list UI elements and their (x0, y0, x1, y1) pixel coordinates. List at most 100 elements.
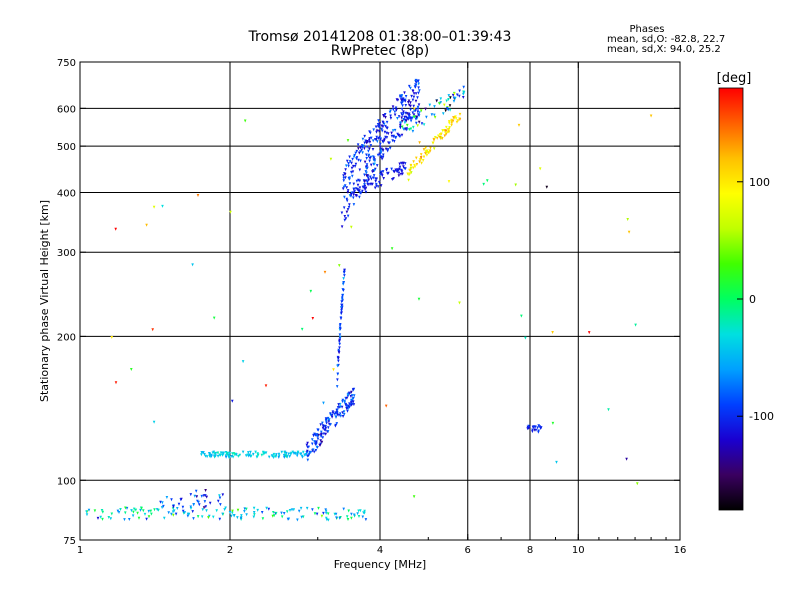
data-point (311, 508, 314, 512)
data-point (380, 127, 383, 131)
data-point (373, 159, 377, 163)
data-point (316, 434, 319, 438)
data-point (338, 342, 341, 346)
data-point (400, 116, 403, 120)
data-point (348, 160, 352, 164)
data-point (396, 117, 399, 120)
data-point (320, 430, 323, 434)
data-point (350, 170, 353, 174)
data-point (587, 331, 591, 335)
data-point (417, 91, 420, 95)
data-point (368, 156, 372, 160)
data-point (363, 179, 367, 183)
data-point (438, 133, 442, 137)
data-point (404, 127, 407, 131)
data-point (240, 514, 243, 518)
data-point (264, 384, 268, 388)
data-point (417, 86, 420, 90)
data-point (536, 426, 539, 430)
data-point (358, 151, 361, 155)
data-point (545, 185, 549, 189)
data-point (649, 114, 653, 118)
data-point (170, 498, 173, 502)
data-point (218, 496, 222, 500)
data-point (517, 123, 521, 127)
x-axis-label: Frequency [MHz] (334, 558, 426, 571)
data-point (428, 149, 431, 153)
data-point (343, 184, 347, 188)
data-point (200, 515, 204, 519)
data-point (397, 115, 401, 119)
data-point (373, 162, 376, 166)
data-point (408, 103, 411, 107)
data-point (302, 450, 305, 454)
data-point (350, 398, 353, 402)
data-point (424, 107, 427, 111)
data-point (200, 451, 203, 454)
data-point (320, 440, 324, 444)
data-point (376, 185, 380, 189)
data-point (332, 368, 335, 372)
data-point (256, 508, 259, 512)
data-point (254, 450, 257, 454)
data-point (338, 346, 341, 350)
data-point (380, 155, 383, 159)
data-point (379, 151, 383, 155)
data-point (125, 506, 129, 510)
data-point (375, 135, 378, 139)
data-point (416, 124, 419, 128)
data-point (192, 503, 195, 506)
data-point (445, 99, 448, 103)
data-point (417, 113, 420, 117)
data-point (371, 148, 375, 151)
data-point (322, 401, 325, 405)
data-point (343, 215, 347, 218)
data-point (181, 505, 185, 509)
data-point (403, 166, 406, 170)
data-point (433, 115, 437, 119)
data-point (341, 411, 344, 415)
data-point (305, 451, 309, 455)
data-point (458, 112, 462, 116)
data-point (337, 403, 340, 407)
data-point (244, 454, 248, 458)
data-point (388, 141, 391, 145)
data-point (351, 157, 354, 161)
data-point (132, 507, 136, 511)
data-point (241, 450, 245, 454)
data-point (394, 135, 398, 139)
data-point (379, 138, 382, 142)
data-point (416, 96, 419, 100)
data-point (114, 227, 117, 231)
data-point (373, 186, 377, 190)
data-point (186, 514, 190, 518)
data-point (386, 126, 389, 130)
data-point (145, 517, 148, 521)
data-point (342, 277, 345, 281)
data-point (538, 167, 542, 171)
data-point (379, 148, 383, 152)
data-point (315, 440, 318, 444)
data-point (301, 455, 304, 459)
data-point (340, 300, 343, 304)
data-point (210, 454, 213, 458)
data-point (368, 137, 371, 141)
data-point (408, 168, 411, 172)
data-point (447, 180, 451, 184)
data-point (201, 508, 205, 512)
data-point (311, 317, 315, 320)
data-point (393, 110, 397, 114)
data-point (340, 309, 343, 313)
data-point (372, 174, 376, 178)
data-point (149, 509, 153, 513)
data-point (420, 161, 423, 165)
data-point (438, 102, 441, 106)
data-point (131, 514, 135, 518)
data-point (352, 394, 356, 398)
colorbar-unit: [deg] (717, 71, 752, 86)
data-point (247, 451, 250, 455)
data-point (372, 156, 376, 160)
data-point (462, 96, 465, 99)
data-point (342, 413, 346, 416)
data-point (180, 497, 183, 501)
